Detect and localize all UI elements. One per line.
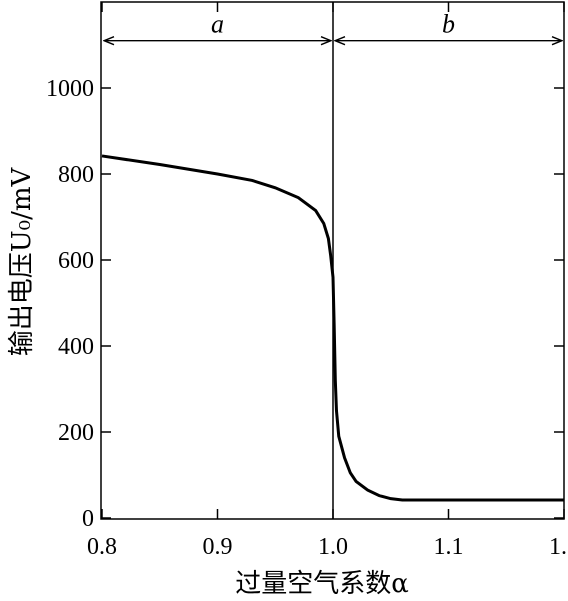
series-line [101,154,564,502]
y-tick-label: 600 [58,248,94,274]
x-tick-label: 1.1 [434,534,464,560]
y-tick-label: 200 [58,420,94,446]
y-tick-label: 800 [58,162,94,188]
x-tick-label: 1.0 [318,534,348,560]
region-label-a: a [211,10,224,39]
ticks: 0.8 0.9 1.0 1.1 1.2 0 200 400 600 800 1000 [46,2,568,560]
region-label-b: b [442,10,455,39]
x-tick-label: 1.2 [549,534,568,560]
y-axis-title: 输出电压U₀/mV [7,167,37,357]
x-tick-label: 0.8 [87,534,117,560]
x-axis-title: 过量空气系数α [235,569,409,599]
y-tick-label: 0 [82,506,94,532]
x-tick-label: 0.9 [203,534,233,560]
y-tick-label: 400 [58,334,94,360]
y-tick-label: 1000 [46,76,94,102]
